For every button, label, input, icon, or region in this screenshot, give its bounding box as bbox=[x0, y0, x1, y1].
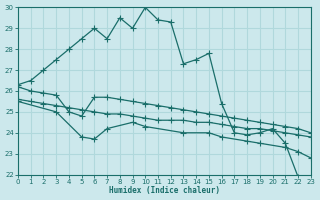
X-axis label: Humidex (Indice chaleur): Humidex (Indice chaleur) bbox=[109, 186, 220, 195]
